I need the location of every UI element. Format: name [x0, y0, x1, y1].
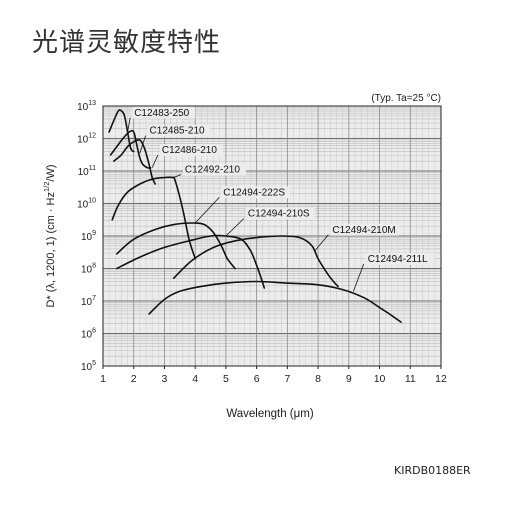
series-label: C12483-250: [134, 108, 189, 119]
series-label-background: [330, 223, 400, 236]
series-label-background: [365, 253, 435, 265]
plot-frame: [102, 105, 442, 367]
x-tick-label: 3: [162, 373, 168, 385]
y-tick-label: 106: [81, 328, 96, 341]
y-axis-label: D* (λ, 1200, 1) (cm · Hz1/2/W): [42, 164, 57, 307]
series-leader-line: [194, 197, 220, 224]
series-line-6: [172, 235, 339, 288]
x-tick-label: 1: [100, 373, 106, 385]
y-tick-label: 1012: [77, 133, 96, 146]
x-tick-label: 11: [405, 373, 416, 385]
x-axis-label: Wavelength (μm): [226, 408, 314, 420]
series-label: C12494-210M: [332, 225, 395, 236]
x-tick-label: 9: [346, 373, 352, 385]
series-leader-line: [314, 234, 329, 251]
page-title: 光谱灵敏度特性: [32, 28, 222, 58]
series-leader-line: [173, 174, 182, 178]
series-leader-line: [127, 117, 131, 133]
y-tick-label: 1013: [77, 100, 96, 113]
series-label: C12486-210: [162, 145, 217, 156]
series-line-4: [116, 222, 236, 270]
y-tick-label: 105: [81, 360, 96, 373]
series-line-5: [116, 234, 266, 289]
series-label: C12485-210: [150, 126, 205, 137]
series-leader-line: [139, 135, 146, 154]
y-tick-label: 108: [81, 263, 96, 276]
x-tick-label: 7: [284, 373, 290, 385]
conditions-note: (Typ. Ta=25 °C): [371, 93, 441, 104]
series-line-3: [111, 176, 196, 260]
y-tick-label: 109: [81, 230, 96, 243]
x-tick-label: 8: [315, 373, 321, 385]
y-tick-label: 1010: [77, 198, 96, 211]
series-leader-line: [225, 218, 245, 237]
series-label: C12494-210S: [248, 209, 310, 220]
series-label-background: [147, 124, 211, 137]
series-line-2: [113, 138, 156, 185]
series-label: C12492-210: [185, 165, 240, 176]
series-line-7: [148, 280, 402, 323]
series-label-background: [182, 163, 246, 176]
x-tick-label: 10: [374, 373, 386, 385]
series-label-background: [159, 144, 223, 157]
y-tick-label: 107: [81, 295, 96, 308]
x-tick-label: 2: [131, 373, 137, 385]
series-line-1: [109, 129, 152, 169]
y-tick-label: 1011: [78, 165, 96, 178]
series-label-background: [245, 207, 315, 220]
series-label: C12494-211L: [368, 254, 428, 265]
x-tick-label: 12: [435, 373, 447, 385]
series-label: C12494-222S: [223, 187, 285, 198]
document-code: KIRDB0188ER: [394, 464, 471, 477]
x-tick-label: 5: [223, 373, 229, 385]
x-tick-label: 6: [254, 373, 260, 385]
series-leader-line: [353, 263, 365, 292]
series-label-background: [132, 106, 196, 119]
x-tick-label: 4: [192, 373, 198, 385]
series-leader-line: [151, 154, 159, 168]
series-line-0: [108, 109, 135, 153]
series-label-background: [221, 186, 291, 199]
